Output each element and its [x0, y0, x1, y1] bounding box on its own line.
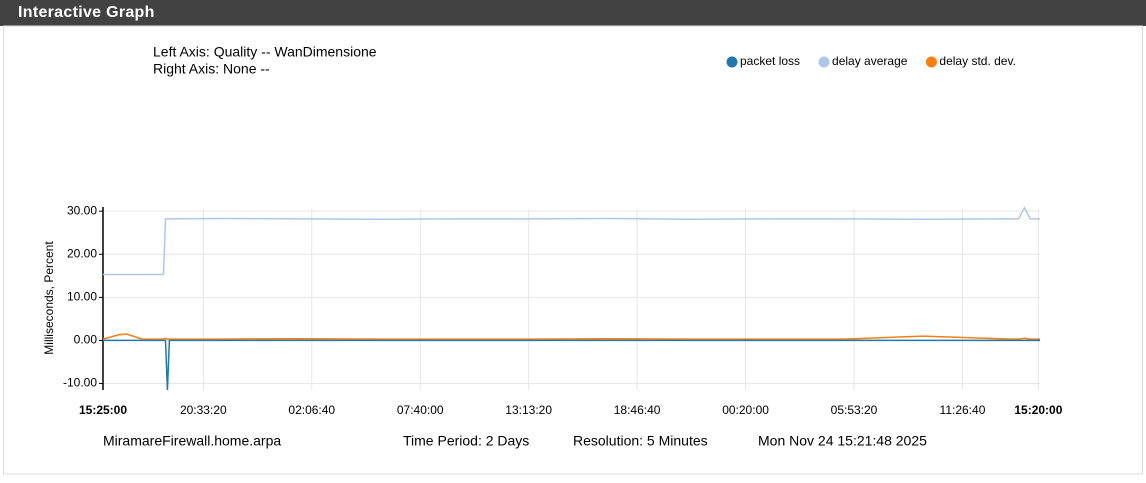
y-tick-label: 20.00	[67, 246, 97, 260]
y-tick-label: 30.00	[67, 203, 97, 217]
resolution: Resolution: 5 Minutes	[573, 433, 708, 449]
legend-label: delay std. dev.	[939, 54, 1016, 68]
x-tick-label: 11:26:40	[940, 403, 986, 417]
series-line	[102, 333, 1040, 340]
host: MiramareFirewall.home.arpa	[103, 433, 281, 449]
x-tick-label: 13:13:20	[505, 403, 552, 417]
x-tick-label: 07:40:00	[397, 403, 444, 417]
y-tick-label: 10.00	[67, 290, 97, 304]
left-axis-info: Left Axis: Quality -- WanDimensione	[153, 44, 377, 60]
x-tick-label: 18:46:40	[614, 403, 661, 417]
legend-swatch	[818, 56, 830, 68]
x-tick-label: 15:25:00	[79, 403, 127, 417]
legend-label: packet loss	[740, 54, 800, 68]
x-tick-label: 00:20:00	[722, 403, 769, 417]
legend-swatch	[726, 56, 738, 68]
x-tick-label: 05:53:20	[831, 403, 878, 417]
y-tick-label: -10.00	[63, 376, 97, 390]
x-tick-label: 20:33:20	[180, 403, 227, 417]
series-line	[103, 206, 1040, 276]
series-line	[103, 339, 1040, 391]
legend-swatch	[925, 56, 937, 68]
legend-label: delay average	[832, 54, 908, 68]
panel-title: Interactive Graph	[18, 4, 155, 21]
period: Time Period: 2 Days	[403, 433, 529, 449]
x-tick-label: 15:20:00	[1014, 403, 1062, 417]
y-tick-label: 0.00	[74, 333, 98, 347]
timestamp: Mon Nov 24 15:21:48 2025	[758, 433, 927, 449]
y-axis-label: Milliseconds, Percent	[42, 241, 56, 355]
panel-body	[3, 25, 1143, 475]
panel-header	[0, 0, 1146, 26]
x-tick-label: 02:06:40	[288, 403, 335, 417]
right-axis-info: Right Axis: None --	[153, 61, 270, 77]
